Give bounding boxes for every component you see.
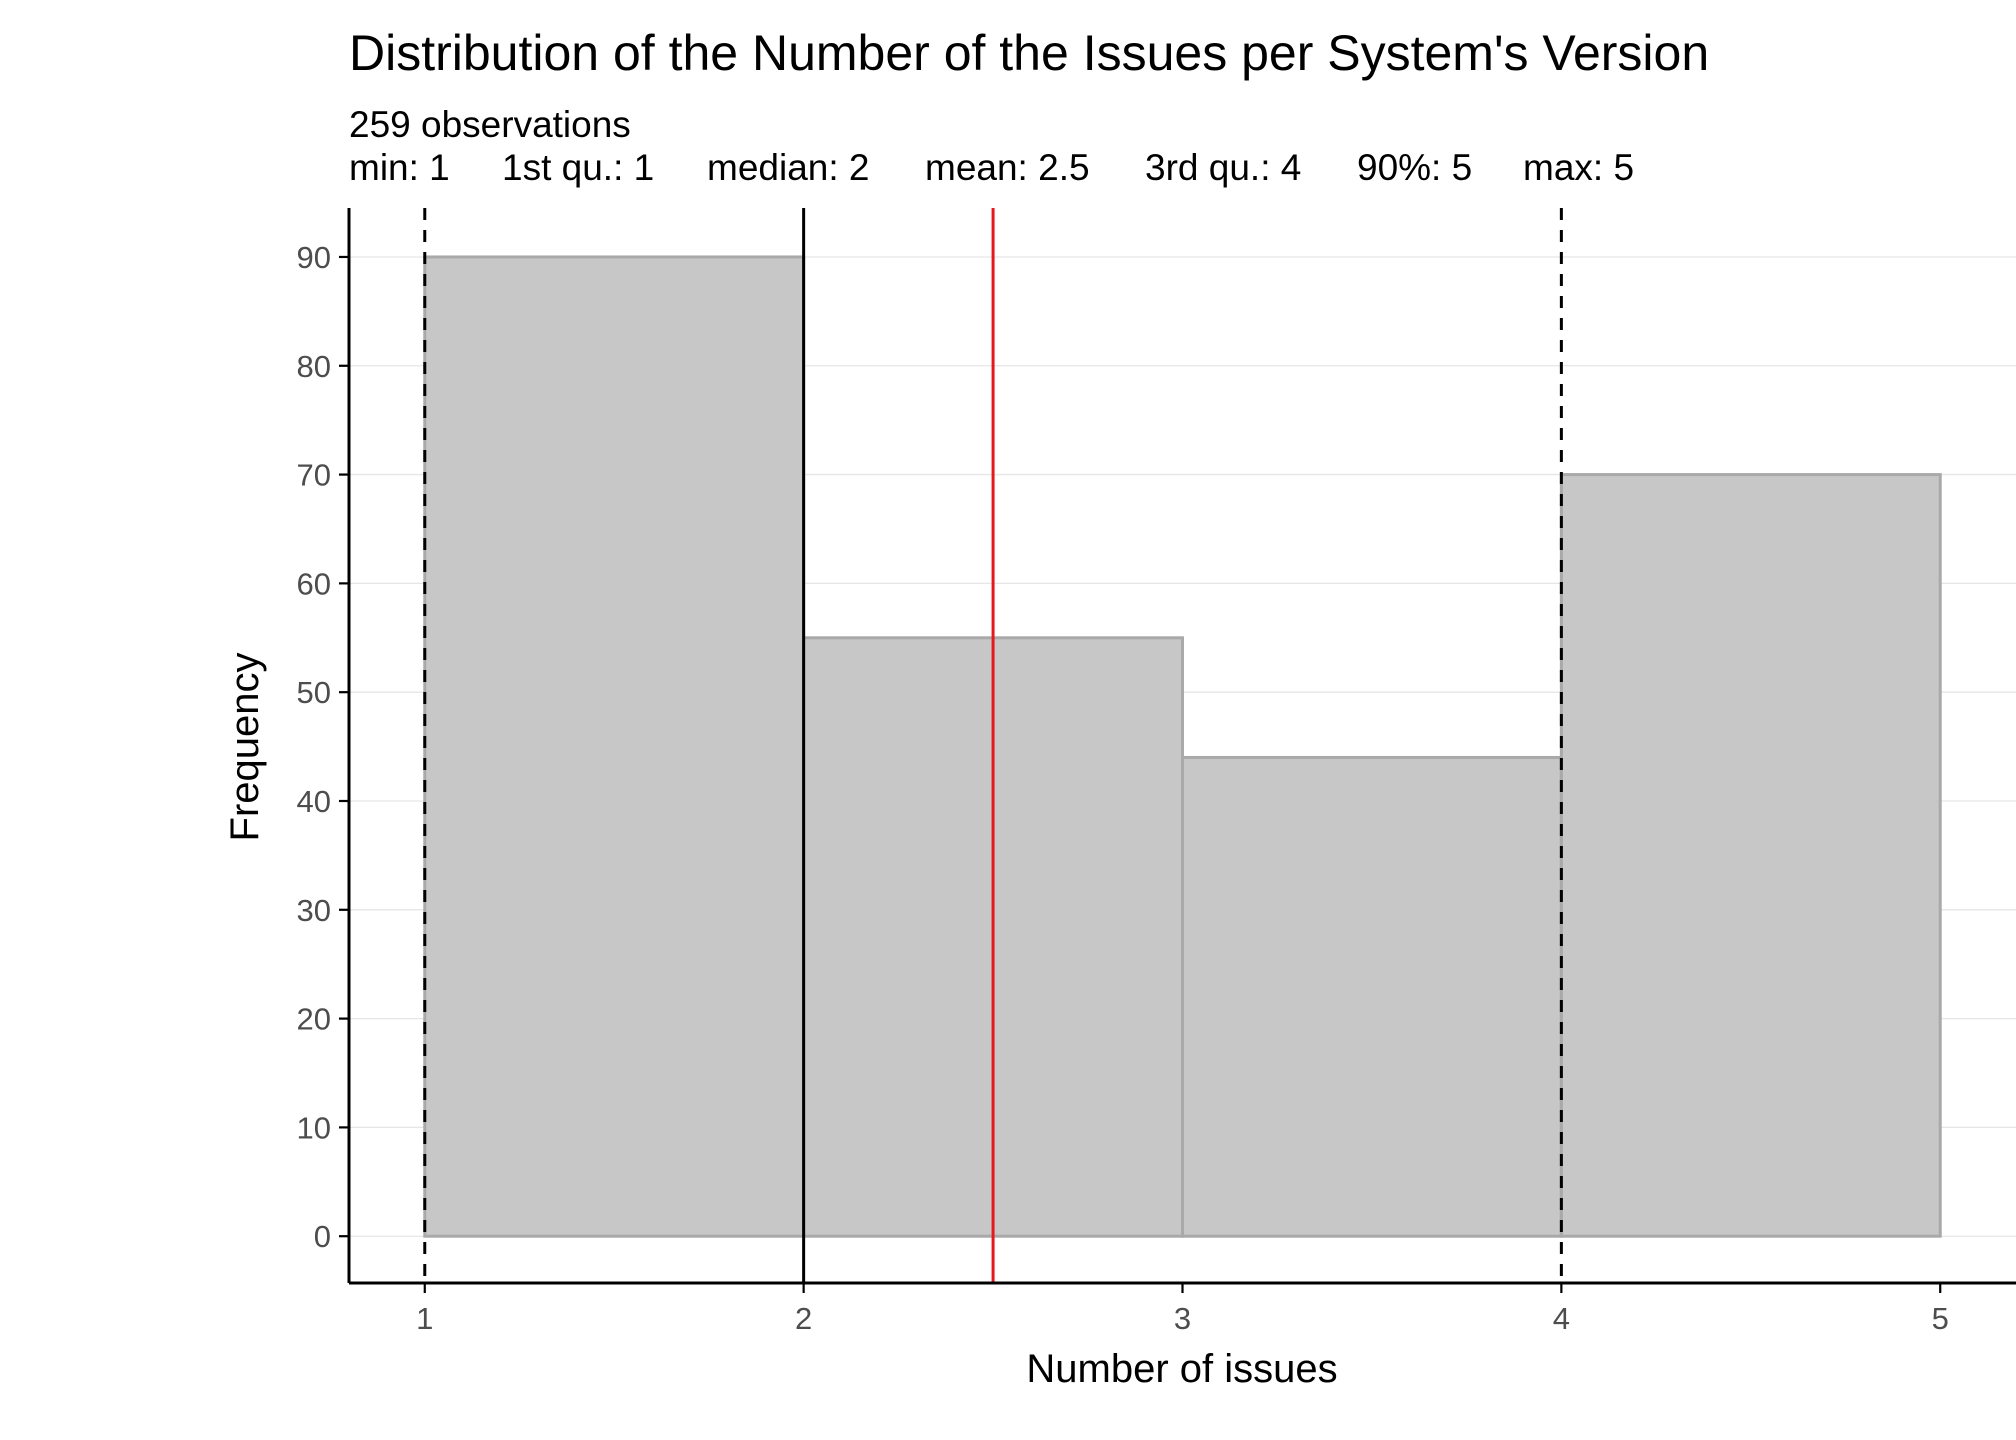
x-tick-label: 2 — [795, 1301, 812, 1336]
y-tick-label: 80 — [297, 349, 331, 384]
y-tick-label: 50 — [297, 675, 331, 710]
y-tick-label: 40 — [297, 784, 331, 819]
y-tick-label: 90 — [297, 240, 331, 275]
tick-labels: 0 10 20 30 40 50 60 70 80 90 1 2 3 4 5 — [297, 240, 1949, 1336]
y-tick-label: 30 — [297, 893, 331, 928]
stat-label: min: 1 — [349, 147, 450, 188]
y-tick-label: 70 — [297, 458, 331, 493]
histogram-bar — [1559, 473, 1942, 1238]
x-axis-title: Number of issues — [1026, 1347, 1337, 1391]
stat-label: mean: 2.5 — [925, 147, 1090, 188]
summary-stats-row: min: 1 1st qu.: 1 median: 2 mean: 2.5 3rd qu… — [349, 147, 1634, 188]
y-tick-label: 20 — [297, 1002, 331, 1037]
axes — [339, 208, 2016, 1293]
x-tick-label: 4 — [1553, 1301, 1570, 1336]
x-tick-label: 5 — [1932, 1301, 1949, 1336]
stat-label: 90%: 5 — [1357, 147, 1472, 188]
y-tick-label: 0 — [314, 1219, 331, 1254]
chart-subtitle-observations: 259 observations — [349, 104, 631, 145]
stat-label: median: 2 — [707, 147, 870, 188]
histogram-bar — [423, 255, 806, 1238]
stat-label: max: 5 — [1523, 147, 1634, 188]
histogram-bars — [423, 255, 1942, 1238]
histogram-bar — [1181, 755, 1563, 1238]
x-tick-label: 3 — [1174, 1301, 1191, 1336]
chart-title: Distribution of the Number of the Issues… — [349, 25, 1709, 81]
y-axis-title: Frequency — [223, 653, 267, 842]
y-tick-label: 10 — [297, 1110, 331, 1145]
y-tick-label: 60 — [297, 566, 331, 601]
stat-label: 3rd qu.: 4 — [1145, 147, 1301, 188]
stat-label: 1st qu.: 1 — [502, 147, 654, 188]
x-tick-label: 1 — [416, 1301, 433, 1336]
reference-lines — [423, 208, 1563, 1283]
